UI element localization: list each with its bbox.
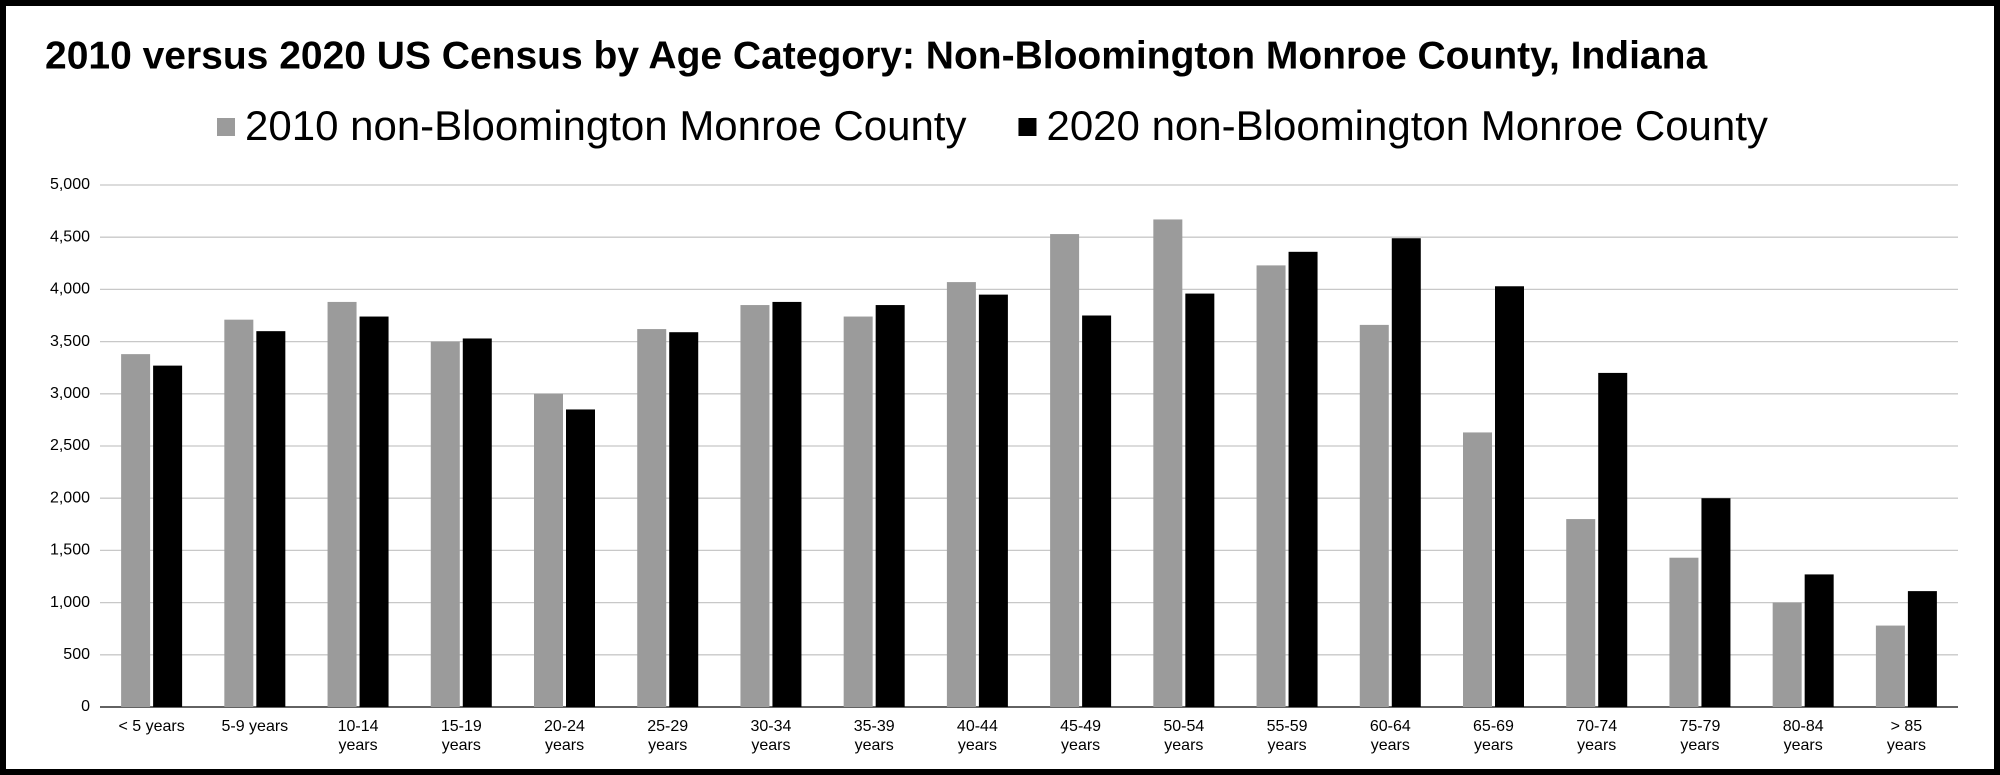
- x-tick-label: 30-34 years: [750, 718, 791, 754]
- bar: [1185, 293, 1215, 707]
- y-tick-label: 5,000: [50, 176, 90, 193]
- legend-label: 2010 non-Bloomington Monroe County: [245, 102, 966, 149]
- y-tick-label: 4,000: [50, 281, 90, 298]
- bar: [1050, 234, 1080, 707]
- bar: [978, 294, 1008, 707]
- legend-swatch: [1018, 118, 1037, 136]
- x-tick-label: 25-29 years: [647, 718, 688, 754]
- bar: [534, 393, 563, 707]
- chart-title: 2010 versus 2020 US Census by Age Catego…: [45, 34, 1707, 77]
- x-tick-label: 60-64 years: [1370, 718, 1411, 754]
- bar: [1566, 519, 1596, 707]
- x-tick-label: 45-49 years: [1060, 718, 1101, 754]
- bar: [430, 341, 460, 707]
- x-tick-label: 40-44 years: [957, 718, 998, 754]
- bar: [669, 332, 699, 707]
- bar: [121, 354, 151, 707]
- bar: [1804, 574, 1834, 707]
- y-tick-label: 2,000: [50, 489, 90, 506]
- bar: [224, 319, 254, 707]
- bar: [1701, 498, 1731, 707]
- x-tick-label: 20-24 years: [544, 718, 585, 754]
- bar: [843, 316, 873, 707]
- bar: [875, 305, 905, 707]
- bar: [1495, 286, 1524, 707]
- bar: [740, 305, 770, 707]
- bar: [1598, 372, 1628, 707]
- bar: [327, 301, 357, 707]
- bar: [1082, 315, 1112, 707]
- legend-label: 2020 non-Bloomington Monroe County: [1046, 102, 1767, 149]
- bar: [637, 329, 667, 707]
- x-tick-label: 55-59 years: [1267, 718, 1308, 754]
- bar: [1907, 591, 1937, 707]
- y-tick-label: 0: [81, 698, 90, 715]
- bar: [1875, 625, 1905, 707]
- bar: [153, 365, 183, 707]
- bar: [1463, 432, 1492, 707]
- y-tick-label: 1,500: [50, 542, 90, 559]
- bar: [359, 316, 389, 707]
- bar: [1153, 219, 1183, 707]
- y-tick-label: 4,500: [50, 228, 90, 245]
- x-tick-label: 50-54 years: [1163, 718, 1204, 754]
- y-tick-label: 3,500: [50, 333, 90, 350]
- x-tick-label: 35-39 years: [854, 718, 895, 754]
- x-tick-label: > 85 years: [1887, 718, 1926, 754]
- x-tick-label: 10-14 years: [338, 718, 379, 754]
- y-tick-label: 2,500: [50, 437, 90, 454]
- bar: [1669, 557, 1699, 707]
- x-tick-label: < 5 years: [118, 718, 184, 735]
- bar: [1391, 238, 1421, 707]
- y-tick-label: 3,000: [50, 385, 90, 402]
- y-tick-label: 500: [63, 646, 90, 663]
- bar: [1772, 602, 1802, 707]
- legend-swatch: [217, 118, 235, 136]
- y-tick-label: 1,000: [50, 594, 90, 611]
- x-tick-label: 15-19 years: [441, 718, 482, 754]
- bar: [1288, 251, 1318, 708]
- bar: [566, 409, 595, 707]
- bar: [462, 338, 492, 707]
- bar: [1256, 265, 1286, 707]
- bar: [1359, 324, 1389, 707]
- bar: [256, 331, 286, 707]
- bar: [772, 301, 802, 707]
- x-tick-label: 65-69 years: [1473, 718, 1514, 754]
- x-tick-label: 75-79 years: [1679, 718, 1720, 754]
- x-tick-label: 70-74 years: [1576, 718, 1617, 754]
- x-tick-label: 5-9 years: [221, 718, 288, 735]
- x-tick-label: 80-84 years: [1783, 718, 1824, 754]
- bar: [946, 282, 976, 707]
